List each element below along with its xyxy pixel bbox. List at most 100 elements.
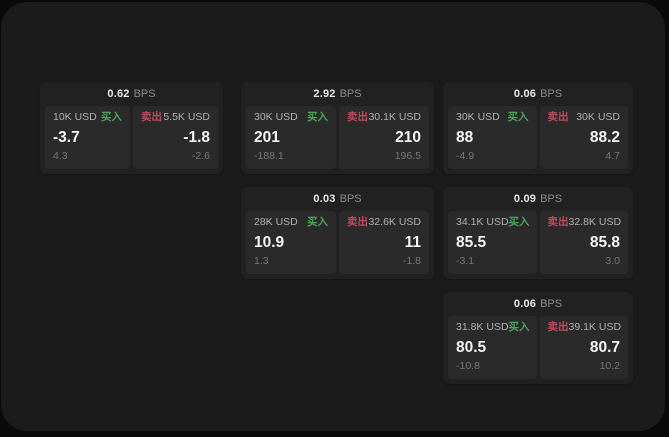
sell-side-label: 卖出 [141,111,162,123]
buy-quote-value: 201 [254,128,280,146]
sell-side-label: 卖出 [547,216,569,228]
buy-panel-top: 30K USD 买入 [456,111,529,124]
bps-unit-label: BPS [540,298,563,310]
sell-panel[interactable]: 卖出 5.5K USD -1.8 -2.6 [133,106,218,169]
buy-panel[interactable]: 34.1K USD 买入 85.5 -3.1 [448,211,537,274]
sell-side-label: 卖出 [347,216,368,228]
quote-card-header: 0.03 BPS [241,187,434,211]
quote-card: 0.06 BPS 31.8K USD 买入 80.5 -10.8 卖出 39.1… [443,292,633,384]
sell-sub-value: 4.7 [605,150,620,163]
quote-card-body: 30K USD 买入 88 -4.9 卖出 30K USD 88.2 4.7 [443,106,633,169]
bps-value: 0.09 [513,193,537,205]
sell-panel[interactable]: 卖出 39.1K USD 80.7 10.2 [539,316,628,379]
buy-panel[interactable]: 31.8K USD 买入 80.5 -10.8 [448,316,537,379]
buy-panel-top: 30K USD 买入 [254,111,328,124]
bps-unit-label: BPS [540,88,563,100]
sell-panel-top: 卖出 5.5K USD [141,111,210,124]
buy-side-label: 买入 [307,216,328,228]
quote-card-header: 0.06 BPS [443,82,633,106]
sell-side-label: 卖出 [547,111,569,123]
sell-amount: 32.8K USD [568,216,622,228]
buy-panel[interactable]: 28K USD 买入 10.9 1.3 [246,211,336,274]
buy-amount: 30K USD [254,111,298,123]
buy-amount: 30K USD [456,111,500,123]
quote-card-header: 0.09 BPS [443,187,633,211]
buy-sub-value: -10.8 [456,360,480,373]
sell-panel-top: 卖出 32.8K USD [547,216,622,229]
buy-side-label: 买入 [508,216,530,228]
buy-quote-value: 10.9 [254,233,285,251]
sell-amount: 32.6K USD [368,216,421,228]
sell-panel[interactable]: 卖出 32.6K USD 11 -1.8 [339,211,429,274]
buy-amount: 31.8K USD [456,321,509,333]
bps-unit-label: BPS [540,193,563,205]
sell-sub-value: 10.2 [599,360,620,373]
buy-panel-top: 10K USD 买入 [53,111,122,124]
sell-quote-value: 88.2 [589,128,620,146]
quote-card: 0.09 BPS 34.1K USD 买入 85.5 -3.1 卖出 32.8K… [443,187,633,279]
sell-quote-value: 85.8 [589,233,620,251]
quote-card-body: 28K USD 买入 10.9 1.3 卖出 32.6K USD 11 -1.8 [241,211,434,274]
sell-side-label: 卖出 [347,111,368,123]
sell-amount: 39.1K USD [568,321,622,333]
buy-sub-value: 4.3 [53,150,68,163]
quote-card: 0.03 BPS 28K USD 买入 10.9 1.3 卖出 32.6K US… [241,187,434,279]
buy-side-label: 买入 [307,111,328,123]
bps-value: 0.06 [513,88,537,100]
pricing-board: 0.62 BPS 10K USD 买入 -3.7 4.3 卖出 5.5K USD… [1,2,665,431]
buy-amount: 28K USD [254,216,298,228]
buy-panel[interactable]: 10K USD 买入 -3.7 4.3 [45,106,130,169]
sell-quote-value: -1.8 [183,128,210,146]
quote-card: 0.06 BPS 30K USD 买入 88 -4.9 卖出 30K USD 8… [443,82,633,174]
buy-panel-top: 31.8K USD 买入 [456,321,530,334]
buy-side-label: 买入 [101,111,122,123]
bps-value: 2.92 [313,88,336,100]
sell-sub-value: -2.6 [191,150,210,163]
sell-side-label: 卖出 [547,321,569,333]
sell-panel-top: 卖出 30.1K USD [347,111,421,124]
quote-card-header: 0.06 BPS [443,292,633,316]
buy-panel[interactable]: 30K USD 买入 201 -188.1 [246,106,336,169]
bps-value: 0.06 [513,298,537,310]
quote-card: 0.62 BPS 10K USD 买入 -3.7 4.3 卖出 5.5K USD… [40,82,223,174]
sell-sub-value: 3.0 [605,255,620,268]
buy-sub-value: -3.1 [456,255,475,268]
quote-card-body: 30K USD 买入 201 -188.1 卖出 30.1K USD 210 1… [241,106,434,169]
buy-panel[interactable]: 30K USD 买入 88 -4.9 [448,106,537,169]
sell-quote-value: 80.7 [589,338,620,356]
sell-amount: 5.5K USD [163,111,210,123]
sell-amount: 30.1K USD [368,111,421,123]
sell-panel-top: 卖出 32.6K USD [347,216,421,229]
buy-side-label: 买入 [507,111,529,123]
buy-amount: 34.1K USD [456,216,509,228]
buy-quote-value: 80.5 [456,338,487,356]
quote-card-body: 10K USD 买入 -3.7 4.3 卖出 5.5K USD -1.8 -2.… [40,106,223,169]
buy-quote-value: 88 [456,128,474,146]
bps-value: 0.03 [313,193,336,205]
buy-side-label: 买入 [508,321,530,333]
sell-quote-value: 11 [404,233,421,251]
sell-panel[interactable]: 卖出 30.1K USD 210 196.5 [339,106,429,169]
sell-panel[interactable]: 卖出 30K USD 88.2 4.7 [539,106,628,169]
buy-sub-value: 1.3 [254,255,269,268]
bps-unit-label: BPS [133,88,156,100]
sell-panel-top: 卖出 30K USD [547,111,621,124]
buy-sub-value: -188.1 [254,150,284,163]
buy-amount: 10K USD [53,111,97,123]
quote-card-body: 31.8K USD 买入 80.5 -10.8 卖出 39.1K USD 80.… [443,316,633,379]
sell-amount: 30K USD [576,111,620,123]
quote-card-header: 0.62 BPS [40,82,223,106]
buy-quote-value: 85.5 [456,233,487,251]
sell-sub-value: -1.8 [402,255,421,268]
sell-panel[interactable]: 卖出 32.8K USD 85.8 3.0 [539,211,628,274]
sell-panel-top: 卖出 39.1K USD [547,321,622,334]
bps-unit-label: BPS [339,88,362,100]
quote-card: 2.92 BPS 30K USD 买入 201 -188.1 卖出 30.1K … [241,82,434,174]
sell-quote-value: 210 [395,128,421,146]
bps-value: 0.62 [107,88,130,100]
quote-card-body: 34.1K USD 买入 85.5 -3.1 卖出 32.8K USD 85.8… [443,211,633,274]
sell-sub-value: 196.5 [394,150,421,163]
quote-card-header: 2.92 BPS [241,82,434,106]
buy-quote-value: -3.7 [53,128,80,146]
buy-panel-top: 34.1K USD 买入 [456,216,530,229]
